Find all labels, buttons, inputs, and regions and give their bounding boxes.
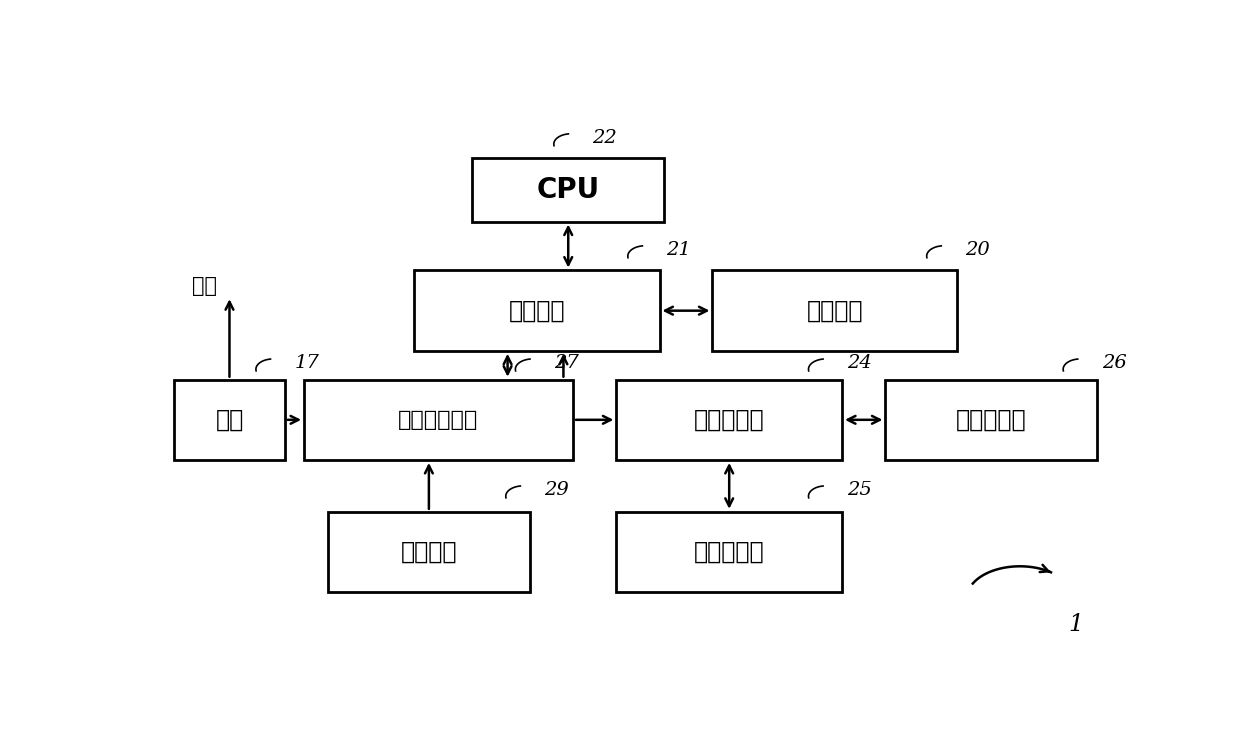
Text: 26: 26: [1101, 354, 1126, 372]
Text: 机器人组件: 机器人组件: [694, 540, 765, 564]
Text: 程序介质: 程序介质: [807, 298, 863, 323]
Text: 22: 22: [593, 129, 618, 147]
Bar: [414, 271, 660, 351]
Text: 24: 24: [847, 354, 872, 372]
Text: 单片微处理器: 单片微处理器: [398, 410, 479, 430]
Text: 21: 21: [666, 241, 691, 259]
Text: 电源: 电源: [191, 276, 217, 296]
Text: 机器人组件: 机器人组件: [694, 408, 765, 432]
Bar: [327, 512, 529, 592]
Text: 纽扣电池: 纽扣电池: [401, 540, 458, 564]
Bar: [885, 380, 1096, 460]
Text: 25: 25: [847, 481, 872, 499]
Bar: [174, 380, 285, 460]
Text: 1: 1: [1068, 613, 1083, 636]
Text: 电池: 电池: [216, 408, 243, 432]
Bar: [616, 512, 842, 592]
Bar: [712, 271, 957, 351]
Text: 机器人组件: 机器人组件: [956, 408, 1027, 432]
Bar: [616, 380, 842, 460]
Text: CPU: CPU: [537, 176, 600, 204]
Text: 29: 29: [544, 481, 569, 499]
Text: 27: 27: [554, 354, 579, 372]
Text: 20: 20: [965, 241, 990, 259]
Bar: [472, 158, 665, 222]
Text: 17: 17: [294, 354, 319, 372]
Text: 外围单元: 外围单元: [508, 298, 565, 323]
Bar: [304, 380, 573, 460]
